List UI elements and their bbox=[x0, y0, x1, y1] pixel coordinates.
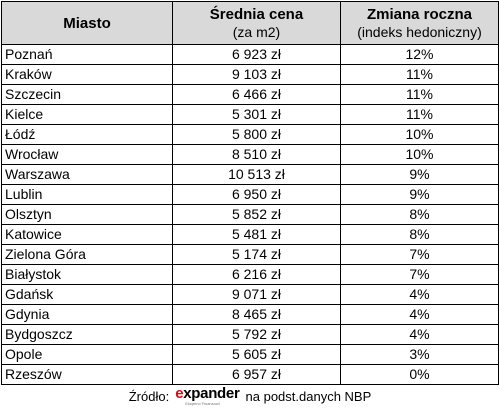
cell-city: Zielona Góra bbox=[1, 244, 173, 265]
table-row: Gdynia 8 465 zł 4% bbox=[1, 304, 499, 325]
source-label: Źródło: bbox=[128, 388, 170, 404]
table-row: Zielona Góra 5 174 zł 7% bbox=[1, 244, 499, 265]
cell-price: 5 301 zł bbox=[172, 104, 341, 125]
cell-change: 11% bbox=[340, 84, 499, 105]
expander-logo-wordmark: expander bbox=[175, 385, 240, 402]
header-change-label: Zmiana roczna bbox=[366, 6, 473, 23]
table-row: Kraków 9 103 zł 11% bbox=[1, 64, 499, 85]
header-price-label: Średnia cena bbox=[209, 6, 304, 23]
table-row: Białystok 6 216 zł 7% bbox=[1, 264, 499, 285]
cell-price: 6 216 zł bbox=[172, 264, 341, 285]
table-row: Bydgoszcz 5 792 zł 4% bbox=[1, 324, 499, 345]
cell-price: 5 481 zł bbox=[172, 224, 341, 245]
cell-change: 10% bbox=[340, 144, 499, 165]
cell-change: 4% bbox=[340, 304, 499, 325]
cell-change: 8% bbox=[340, 204, 499, 225]
cell-city: Gdańsk bbox=[1, 284, 173, 305]
table-row: Katowice 5 481 zł 8% bbox=[1, 224, 499, 245]
cell-price: 8 465 zł bbox=[172, 304, 341, 325]
cell-city: Katowice bbox=[1, 224, 173, 245]
header-change-sublabel: (indeks hedoniczny) bbox=[357, 24, 482, 40]
table-body: Poznań 6 923 zł 12% Kraków 9 103 zł 11% Szczec… bbox=[1, 44, 499, 385]
cell-change: 9% bbox=[340, 184, 499, 205]
cell-city: Kraków bbox=[1, 64, 173, 85]
table-row: Łódź 5 800 zł 10% bbox=[1, 124, 499, 145]
cell-city: Opole bbox=[1, 344, 173, 365]
header-city: Miasto bbox=[1, 1, 173, 45]
cell-price: 6 950 zł bbox=[172, 184, 341, 205]
cell-city: Olsztyn bbox=[1, 204, 173, 225]
cell-city: Wrocław bbox=[1, 144, 173, 165]
cell-change: 7% bbox=[340, 264, 499, 285]
table-row: Olsztyn 5 852 zł 8% bbox=[1, 204, 499, 225]
cell-price: 9 071 zł bbox=[172, 284, 341, 305]
cell-change: 11% bbox=[340, 64, 499, 85]
header-price-sublabel: (za m2) bbox=[232, 24, 281, 40]
cell-city: Bydgoszcz bbox=[1, 324, 173, 345]
header-city-label: Miasto bbox=[63, 14, 111, 32]
cell-change: 9% bbox=[340, 164, 499, 185]
source-suffix: na podst.danych NBP bbox=[245, 388, 372, 404]
table-row: Wrocław 8 510 zł 10% bbox=[1, 144, 499, 165]
cell-city: Gdynia bbox=[1, 304, 173, 325]
cell-city: Szczecin bbox=[1, 84, 173, 105]
table-row: Poznań 6 923 zł 12% bbox=[1, 44, 499, 65]
cell-change: 3% bbox=[340, 344, 499, 365]
price-table: Miasto Średnia cena (za m2) Zmiana roczn… bbox=[1, 1, 499, 385]
cell-change: 8% bbox=[340, 224, 499, 245]
table-row: Gdańsk 9 071 zł 4% bbox=[1, 284, 499, 305]
source-footer: Źródło: expander Eksperci Finansowi na p… bbox=[0, 385, 500, 407]
cell-price: 5 174 zł bbox=[172, 244, 341, 265]
cell-price: 6 957 zł bbox=[172, 364, 341, 385]
header-change: Zmiana roczna (indeks hedoniczny) bbox=[340, 1, 499, 45]
cell-price: 10 513 zł bbox=[172, 164, 341, 185]
cell-price: 5 792 zł bbox=[172, 324, 341, 345]
cell-price: 5 605 zł bbox=[172, 344, 341, 365]
cell-city: Białystok bbox=[1, 264, 173, 285]
table-row: Warszawa 10 513 zł 9% bbox=[1, 164, 499, 185]
cell-change: 10% bbox=[340, 124, 499, 145]
cell-city: Poznań bbox=[1, 44, 173, 65]
cell-city: Warszawa bbox=[1, 164, 173, 185]
table-header-row: Miasto Średnia cena (za m2) Zmiana roczn… bbox=[1, 1, 499, 45]
table-row: Opole 5 605 zł 3% bbox=[1, 344, 499, 365]
cell-city: Rzeszów bbox=[1, 364, 173, 385]
cell-change: 7% bbox=[340, 244, 499, 265]
table-row: Rzeszów 6 957 zł 0% bbox=[1, 364, 499, 385]
table-row: Szczecin 6 466 zł 11% bbox=[1, 84, 499, 105]
cell-price: 5 852 zł bbox=[172, 204, 341, 225]
price-table-container: Miasto Średnia cena (za m2) Zmiana roczn… bbox=[1, 1, 499, 385]
cell-change: 4% bbox=[340, 324, 499, 345]
cell-change: 0% bbox=[340, 364, 499, 385]
header-price: Średnia cena (za m2) bbox=[172, 1, 341, 45]
cell-change: 12% bbox=[340, 44, 499, 65]
cell-city: Kielce bbox=[1, 104, 173, 125]
table-row: Kielce 5 301 zł 11% bbox=[1, 104, 499, 125]
cell-city: Łódź bbox=[1, 124, 173, 145]
expander-logo: expander Eksperci Finansowi bbox=[175, 385, 240, 406]
cell-change: 11% bbox=[340, 104, 499, 125]
cell-price: 5 800 zł bbox=[172, 124, 341, 145]
cell-price: 9 103 zł bbox=[172, 64, 341, 85]
expander-logo-tagline: Eksperci Finansowi bbox=[185, 401, 220, 406]
cell-change: 4% bbox=[340, 284, 499, 305]
cell-price: 6 466 zł bbox=[172, 84, 341, 105]
cell-price: 6 923 zł bbox=[172, 44, 341, 65]
cell-price: 8 510 zł bbox=[172, 144, 341, 165]
table-row: Lublin 6 950 zł 9% bbox=[1, 184, 499, 205]
cell-city: Lublin bbox=[1, 184, 173, 205]
